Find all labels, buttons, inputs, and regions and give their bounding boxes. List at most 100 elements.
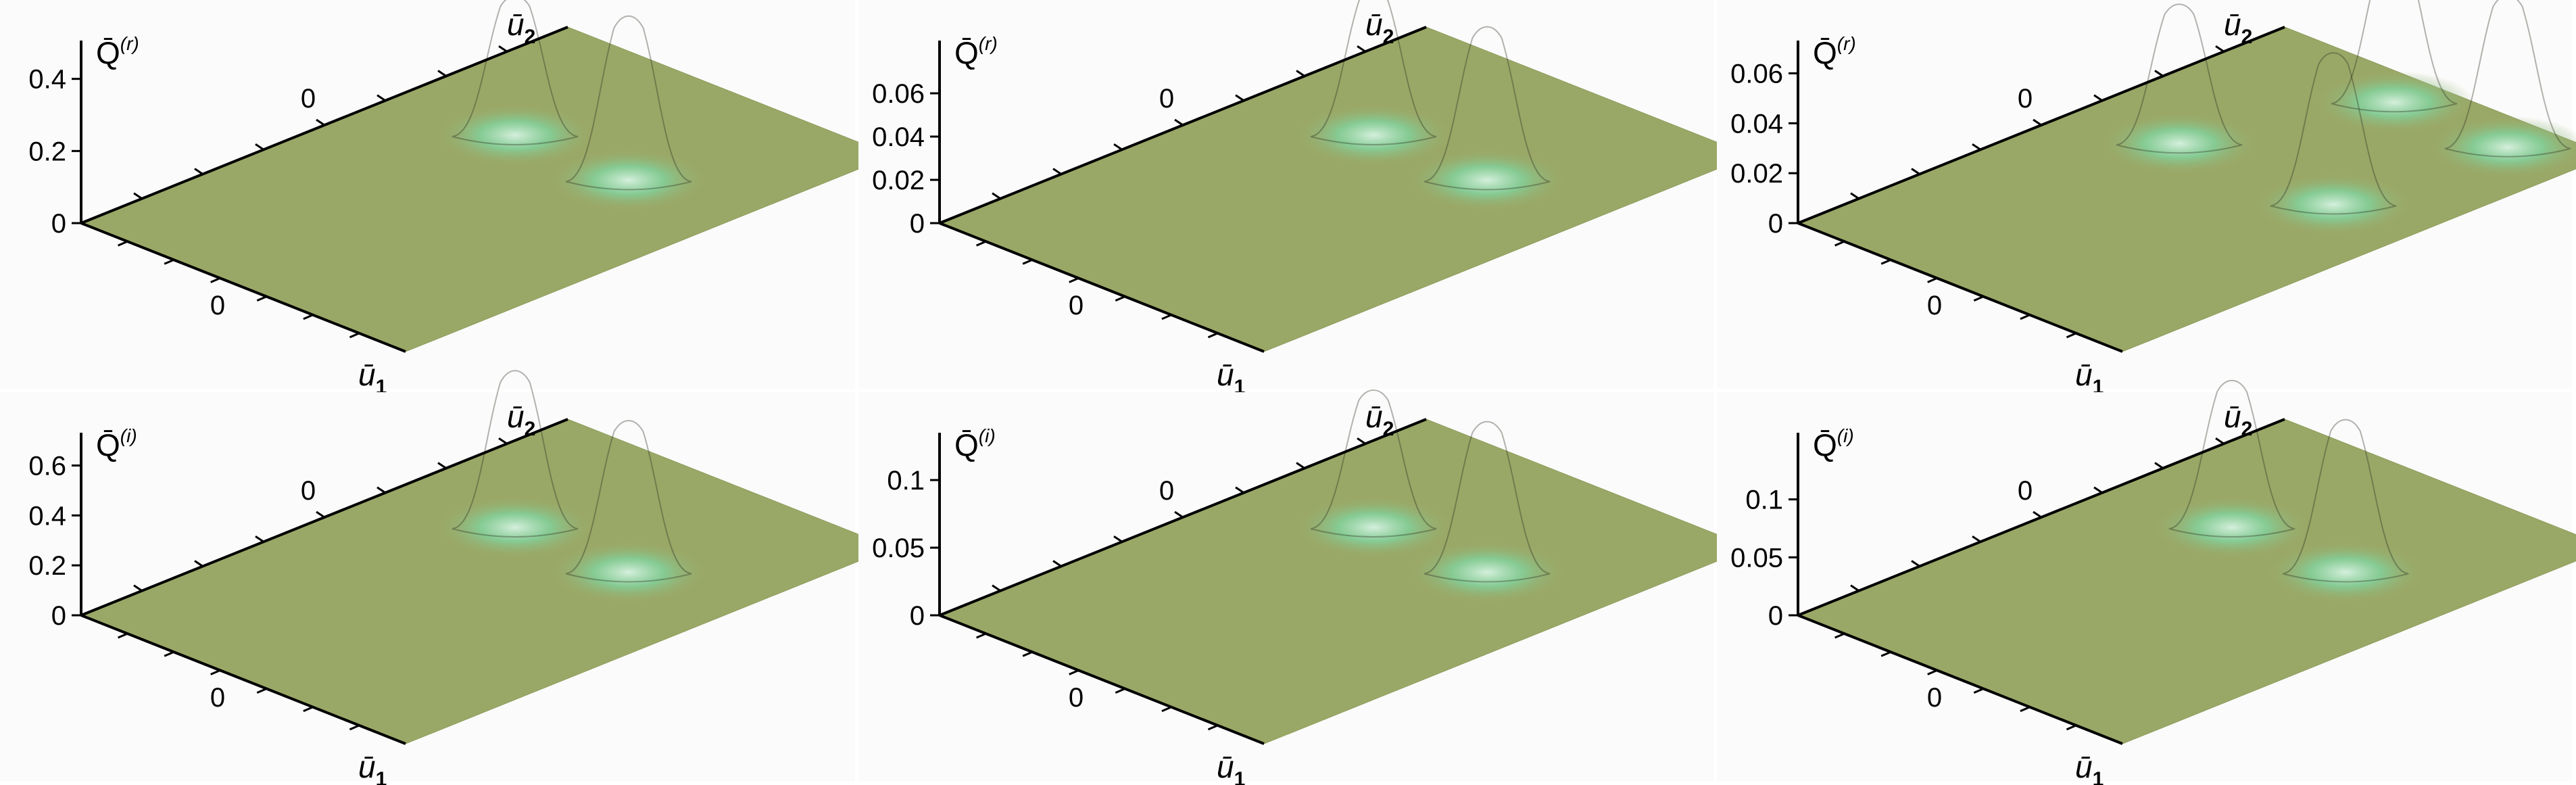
z-tick-label: 0.06 <box>872 79 925 109</box>
peak-base-glow <box>2152 496 2312 559</box>
u1-tick <box>117 632 128 639</box>
u1-tick <box>1022 650 1033 657</box>
z-tick-label: 0.1 <box>1745 485 1783 515</box>
u2-zero-label: 0 <box>2018 476 2033 506</box>
u1-tick <box>2020 314 2031 320</box>
u1-axis-line <box>939 222 1265 353</box>
u2-tick <box>255 143 264 151</box>
u1-axis-label: ū1 <box>2075 749 2104 785</box>
u2-tick <box>1174 510 1184 519</box>
u1-axis-line <box>80 222 406 353</box>
u2-tick <box>1850 192 1860 199</box>
u1-tick <box>164 258 174 265</box>
u2-tick <box>1052 560 1062 567</box>
u1-tick <box>2020 706 2031 713</box>
z-tick-label: 0.02 <box>1730 159 1783 189</box>
u1-tick <box>164 650 174 657</box>
u1-tick <box>1927 669 1938 675</box>
u2-tick <box>376 94 386 101</box>
u2-tick <box>2093 94 2103 101</box>
u2-tick <box>1911 168 1920 175</box>
u2-axis-label: ū2 <box>2224 7 2252 48</box>
chart-panel: 0 0.05 0.1 0 0 Q̄(i) ū1 ū2 <box>1717 379 2576 785</box>
u2-tick <box>133 584 143 592</box>
u2-tick <box>255 536 264 543</box>
peak-1 <box>452 0 579 145</box>
u2-tick <box>133 192 143 199</box>
u1-tick <box>1115 688 1125 694</box>
peak-1 <box>452 370 579 538</box>
z-tick-label: 0.06 <box>1730 59 1783 89</box>
u2-axis-label: ū2 <box>507 7 535 48</box>
peak-4 <box>2270 52 2397 215</box>
u2-tick <box>1113 536 1123 543</box>
u2-tick <box>2033 510 2042 519</box>
u2-axis-label: ū2 <box>1365 399 1394 440</box>
peak-base-glow <box>549 541 708 604</box>
z-tick-label: 0.05 <box>872 533 925 563</box>
u2-tick <box>1052 168 1062 175</box>
peak-base-glow <box>2428 116 2576 179</box>
u1-tick <box>1207 332 1219 339</box>
u2-tick <box>1972 536 1981 543</box>
peak-base-glow <box>1294 496 1453 559</box>
u2-tick <box>1357 437 1366 445</box>
u2-tick <box>1911 560 1920 567</box>
u1-tick <box>117 240 128 247</box>
u1-tick <box>1115 295 1125 302</box>
u2-zero-label: 0 <box>1159 84 1174 114</box>
u1-tick <box>256 295 267 302</box>
u1-tick <box>210 669 221 675</box>
u1-tick <box>1022 258 1033 265</box>
peak-base-glow <box>1407 541 1567 604</box>
z-axis-label: Q̄(r) <box>96 33 139 70</box>
z-axis-label: Q̄(i) <box>1813 425 1854 462</box>
u2-tick <box>992 192 1001 199</box>
u2-tick <box>2093 486 2103 494</box>
peak-1 <box>2331 0 2458 113</box>
u1-zero-label: 0 <box>1069 291 1084 320</box>
u2-tick <box>1972 143 1981 151</box>
peak-2 <box>2444 0 2571 158</box>
u2-axis-label: ū2 <box>507 399 535 440</box>
u1-zero-label: 0 <box>1927 683 1942 713</box>
z-tick-label: 0 <box>51 601 66 631</box>
u2-tick <box>2154 70 2164 77</box>
u2-tick <box>1235 486 1244 494</box>
u1-tick <box>1069 669 1079 675</box>
u1-axis-label: ū1 <box>358 749 387 785</box>
peak-2 <box>1424 26 1551 191</box>
u2-tick <box>1850 584 1860 592</box>
peak-base-glow <box>2254 173 2413 236</box>
peak-2 <box>2282 419 2409 583</box>
u1-zero-label: 0 <box>1927 291 1942 320</box>
u2-tick <box>498 437 508 445</box>
z-tick-label: 0 <box>1768 601 1783 631</box>
u2-tick <box>316 118 325 126</box>
u1-tick <box>1927 277 1938 283</box>
z-axis-label: Q̄(r) <box>1813 33 1856 70</box>
u2-zero-label: 0 <box>301 84 316 114</box>
u1-zero-label: 0 <box>210 683 225 713</box>
z-tick-label: 0 <box>1768 209 1783 239</box>
u2-tick <box>1296 462 1305 469</box>
peak-base-glow <box>1294 103 1453 167</box>
z-tick-label: 0 <box>910 601 925 631</box>
peak-1 <box>2168 379 2295 538</box>
u1-tick <box>256 688 267 694</box>
u1-tick <box>2066 332 2077 339</box>
u2-tick <box>1357 45 1366 53</box>
peak-base-glow <box>435 103 595 167</box>
u1-tick <box>1973 295 1984 302</box>
chart-panel: 0 0.2 0.4 0.6 0 0 Q̄(i) ū1 ū2 <box>0 370 894 785</box>
peak-1 <box>1310 389 1437 538</box>
u1-tick <box>1880 258 1891 265</box>
u2-tick <box>1235 94 1244 101</box>
u1-axis-line <box>1797 222 2123 353</box>
u2-tick <box>2215 45 2225 53</box>
u1-tick <box>1834 240 1845 247</box>
u1-tick <box>349 332 360 339</box>
